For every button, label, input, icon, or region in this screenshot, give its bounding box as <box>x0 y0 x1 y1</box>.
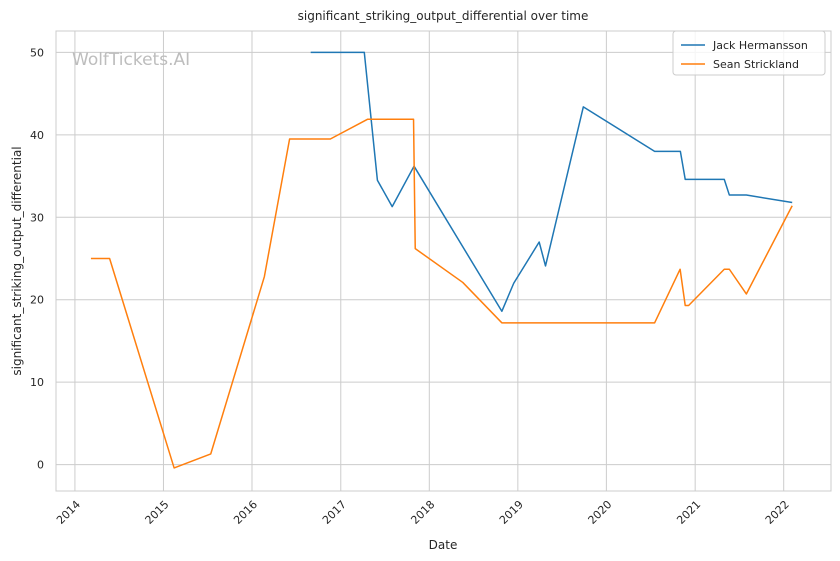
y-axis-label: significant_striking_output_differential <box>10 146 24 375</box>
y-tick-label-50: 50 <box>30 46 44 59</box>
grid-lines <box>56 31 831 491</box>
watermark: WolfTickets.AI <box>72 50 190 70</box>
y-tick-label-30: 30 <box>30 211 44 224</box>
series-line-jack-hermansson <box>310 51 793 313</box>
legend: Jack Hermansson Sean Strickland <box>672 30 826 76</box>
legend-box <box>672 30 826 76</box>
series-layer <box>90 51 793 469</box>
plot-frame <box>55 30 832 492</box>
legend-label-sean-strickland: Sean Strickland <box>713 58 799 71</box>
y-tick-label-20: 20 <box>30 294 44 307</box>
y-tick-label-40: 40 <box>30 129 44 142</box>
y-axis-ticks: 0 10 20 30 40 50 <box>30 46 44 471</box>
plot-background <box>56 31 831 491</box>
y-tick-label-10: 10 <box>30 376 44 389</box>
series-line-sean-strickland <box>90 118 793 469</box>
chart-title: significant_striking_output_differential… <box>298 9 589 23</box>
legend-label-jack-hermansson: Jack Hermansson <box>712 39 808 52</box>
x-axis-label: Date <box>429 538 458 552</box>
y-tick-label-0: 0 <box>37 459 44 472</box>
plot-area <box>55 30 832 492</box>
